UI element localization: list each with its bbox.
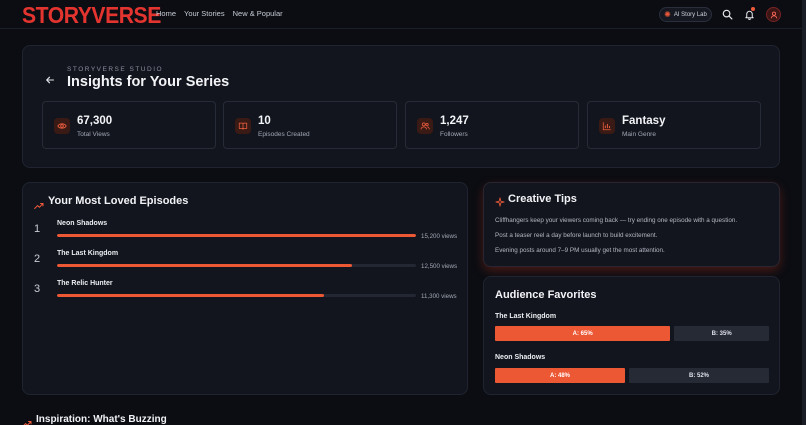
main-nav: Home Your Stories New & Popular	[156, 9, 283, 18]
stat-value: 1,247	[440, 115, 469, 127]
favorite-name: The Last Kingdom	[495, 313, 557, 320]
creative-tips-card	[483, 182, 780, 267]
stat-main-genre: Fantasy Main Genre	[587, 101, 761, 149]
trending-icon	[34, 197, 44, 215]
tip-text: Cliffhangers keep your viewers coming ba…	[495, 217, 738, 224]
episode-name: The Relic Hunter	[57, 280, 113, 287]
creative-tips-title: Creative Tips	[508, 193, 577, 205]
episode-rank: 3	[34, 283, 41, 295]
stat-total-views: 67,300 Total Views	[42, 101, 216, 149]
stat-episodes: 10 Episodes Created	[223, 101, 397, 149]
option-b-bar[interactable]: B: 35%	[674, 326, 769, 341]
sparkle-icon: ✺	[664, 10, 671, 19]
inspiration-title: Inspiration: What's Buzzing	[36, 414, 167, 425]
back-arrow-icon[interactable]	[45, 72, 57, 84]
option-a-bar[interactable]: A: 65%	[495, 326, 671, 341]
favorite-name: Neon Shadows	[495, 354, 546, 361]
stat-label: Episodes Created	[258, 131, 310, 138]
episode-rank: 1	[34, 223, 41, 235]
ai-story-lab-button[interactable]: ✺ AI Story Lab	[659, 7, 712, 22]
episode-views: 15,200 views	[421, 233, 458, 240]
favorite-split-bar: A: 48% B: 52%	[495, 368, 769, 383]
stat-label: Followers	[440, 131, 468, 138]
logo[interactable]: STORYVERSE	[22, 2, 161, 28]
bar-chart-icon	[599, 118, 615, 134]
eye-icon	[54, 118, 70, 134]
option-a-bar[interactable]: A: 48%	[495, 368, 625, 383]
episode-bar-track	[57, 234, 416, 237]
episode-bar-track	[57, 264, 416, 267]
book-icon	[235, 118, 251, 134]
nav-your-stories[interactable]: Your Stories	[184, 9, 225, 18]
most-loved-title: Your Most Loved Episodes	[48, 195, 189, 207]
option-b-bar[interactable]: B: 52%	[629, 368, 769, 383]
episode-name: Neon Shadows	[57, 220, 108, 227]
ai-story-lab-label: AI Story Lab	[673, 11, 707, 18]
tip-text: Evening posts around 7–9 PM usually get …	[495, 247, 665, 254]
notification-dot	[751, 7, 755, 11]
nav-new-popular[interactable]: New & Popular	[232, 9, 283, 18]
scrollbar[interactable]	[802, 0, 806, 425]
studio-eyebrow: STORYVERSE STUDIO	[67, 66, 164, 73]
episode-views: 12,500 views	[421, 263, 458, 270]
sparkle-icon	[495, 194, 505, 212]
stat-label: Main Genre	[622, 131, 656, 138]
stat-followers: 1,247 Followers	[405, 101, 579, 149]
search-icon[interactable]	[720, 7, 734, 21]
page-title: Insights for Your Series	[67, 74, 230, 90]
episode-bar-fill	[57, 234, 416, 237]
tip-text: Post a teaser reel a day before launch t…	[495, 232, 658, 239]
episode-name: The Last Kingdom	[57, 250, 119, 257]
avatar[interactable]	[766, 7, 781, 22]
stat-value: 10	[258, 115, 271, 127]
stat-value: Fantasy	[622, 115, 666, 127]
user-icon	[770, 11, 777, 18]
trending-icon	[22, 415, 32, 425]
stat-value: 67,300	[77, 115, 113, 127]
bell-icon[interactable]	[742, 7, 756, 21]
users-icon	[417, 118, 433, 134]
audience-favorites-title: Audience Favorites	[495, 289, 597, 301]
episode-bar-track	[57, 294, 416, 297]
episode-views: 11,300 views	[421, 293, 457, 300]
episode-bar-fill	[57, 294, 324, 297]
most-loved-card	[22, 182, 468, 395]
episode-bar-fill	[57, 264, 353, 267]
episode-rank: 2	[34, 253, 41, 265]
nav-home[interactable]: Home	[156, 9, 177, 18]
favorite-split-bar: A: 65% B: 35%	[495, 326, 769, 341]
stat-label: Total Views	[77, 131, 110, 138]
